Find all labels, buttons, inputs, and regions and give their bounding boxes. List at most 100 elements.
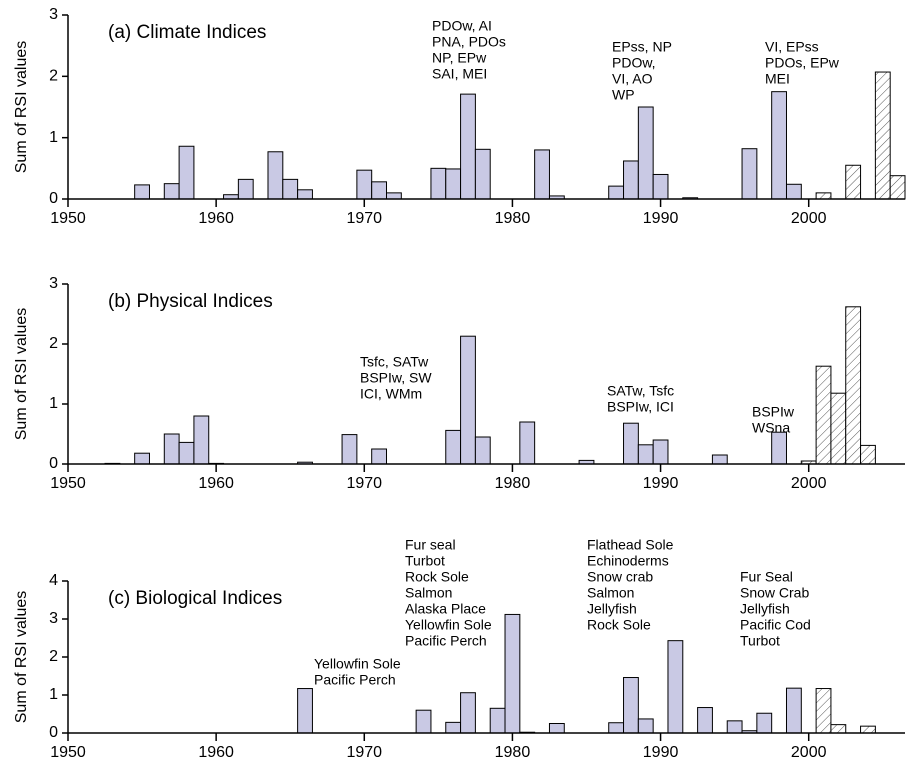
bar — [489, 707, 506, 734]
annotation: PDOw, AI — [432, 18, 492, 34]
bar — [815, 688, 832, 734]
annotation: Snow crab — [587, 569, 653, 585]
y-tick-label: 2 — [49, 648, 58, 665]
y-tick-label: 0 — [49, 455, 58, 472]
bar — [134, 452, 150, 465]
bar — [267, 151, 284, 200]
bar — [341, 434, 358, 465]
annotation: Flathead Sole — [587, 537, 674, 553]
bar — [874, 71, 891, 200]
bar — [356, 169, 373, 200]
panel-title: (c) Biological Indices — [108, 588, 282, 609]
y-axis-label: Sum of RSI values — [13, 591, 30, 724]
annotation: Fur Seal — [740, 569, 793, 585]
bar — [534, 149, 550, 200]
bar — [474, 148, 491, 200]
annotation: WSna — [752, 420, 790, 436]
y-tick-label: 0 — [49, 190, 58, 207]
bar — [297, 688, 313, 734]
annotation: VI, AO — [612, 71, 653, 87]
y-tick-label: 1 — [49, 686, 58, 703]
bar — [430, 167, 447, 200]
y-tick-label: 3 — [49, 275, 58, 292]
x-tick-label: 1970 — [346, 210, 382, 227]
bar — [445, 168, 462, 200]
bar — [415, 709, 432, 734]
y-tick-label: 2 — [49, 335, 58, 352]
annotation: Pacific Perch — [405, 633, 487, 649]
y-axis-label: Sum of RSI values — [13, 308, 30, 441]
bar — [297, 189, 313, 200]
x-tick-label: 2000 — [791, 475, 827, 492]
y-tick-label: 0 — [49, 724, 58, 741]
bar — [771, 91, 787, 200]
x-tick-label: 1950 — [50, 475, 86, 492]
x-tick-label: 1970 — [346, 744, 382, 761]
annotation: SAI, MEI — [432, 66, 487, 82]
bar — [608, 722, 625, 734]
bar — [711, 454, 728, 465]
x-tick-label: 1990 — [643, 744, 679, 761]
bar — [652, 173, 669, 200]
annotation: Jellyfish — [740, 601, 790, 617]
annotation: Tsfc, SATw — [360, 354, 429, 370]
bar — [830, 392, 847, 465]
bar — [460, 692, 476, 734]
annotation: BSPIw, SW — [360, 370, 432, 386]
annotation: Yellowfin Sole — [405, 617, 492, 633]
annotation: Rock Sole — [405, 569, 469, 585]
annotation: Salmon — [405, 585, 452, 601]
panel-title: (a) Climate Indices — [108, 22, 266, 43]
bar — [889, 175, 906, 200]
bar — [771, 431, 787, 465]
bar — [178, 145, 195, 200]
annotation: Turbot — [740, 633, 780, 649]
bar — [726, 720, 743, 734]
x-tick-label: 1990 — [643, 210, 679, 227]
x-tick-label: 2000 — [791, 210, 827, 227]
annotation: NP, EPw — [432, 50, 487, 66]
bar — [637, 444, 654, 465]
bar — [386, 192, 402, 200]
x-tick-label: 1970 — [346, 475, 382, 492]
bar — [163, 183, 180, 200]
bar — [623, 422, 639, 465]
annotation: SATw, Tsfc — [607, 383, 674, 399]
x-tick-label: 1960 — [198, 475, 234, 492]
bar — [504, 613, 521, 734]
annotation: PNA, PDOs — [432, 34, 506, 50]
bar — [785, 687, 802, 734]
bar — [845, 306, 862, 465]
bar — [637, 106, 654, 200]
bar — [371, 181, 388, 200]
annotation: Pacific Cod — [740, 617, 811, 633]
bar — [860, 444, 876, 465]
y-tick-label: 1 — [49, 395, 58, 412]
x-tick-label: 1960 — [198, 744, 234, 761]
annotation: MEI — [765, 71, 790, 87]
y-axis-label: Sum of RSI values — [13, 41, 30, 174]
x-tick-label: 1980 — [495, 475, 531, 492]
annotation: WP — [612, 87, 635, 103]
x-tick-label: 1950 — [50, 744, 86, 761]
annotation: Jellyfish — [587, 601, 637, 617]
bar — [608, 185, 625, 200]
bar — [163, 433, 180, 465]
panel-title: (b) Physical Indices — [108, 291, 273, 312]
bar — [460, 93, 476, 200]
bar — [756, 712, 773, 734]
x-tick-label: 1980 — [495, 744, 531, 761]
y-tick-label: 1 — [49, 129, 58, 146]
annotation: Pacific Perch — [314, 672, 396, 688]
bar — [445, 429, 462, 465]
bar — [460, 335, 476, 465]
annotation: BSPIw, ICI — [607, 399, 674, 415]
annotation: Turbot — [405, 553, 445, 569]
annotation: Alaska Place — [405, 601, 486, 617]
bar — [193, 415, 210, 465]
y-tick-label: 3 — [49, 610, 58, 627]
annotation: Echinoderms — [587, 553, 669, 569]
bar — [548, 723, 565, 734]
annotation: Salmon — [587, 585, 634, 601]
bar — [637, 718, 654, 734]
